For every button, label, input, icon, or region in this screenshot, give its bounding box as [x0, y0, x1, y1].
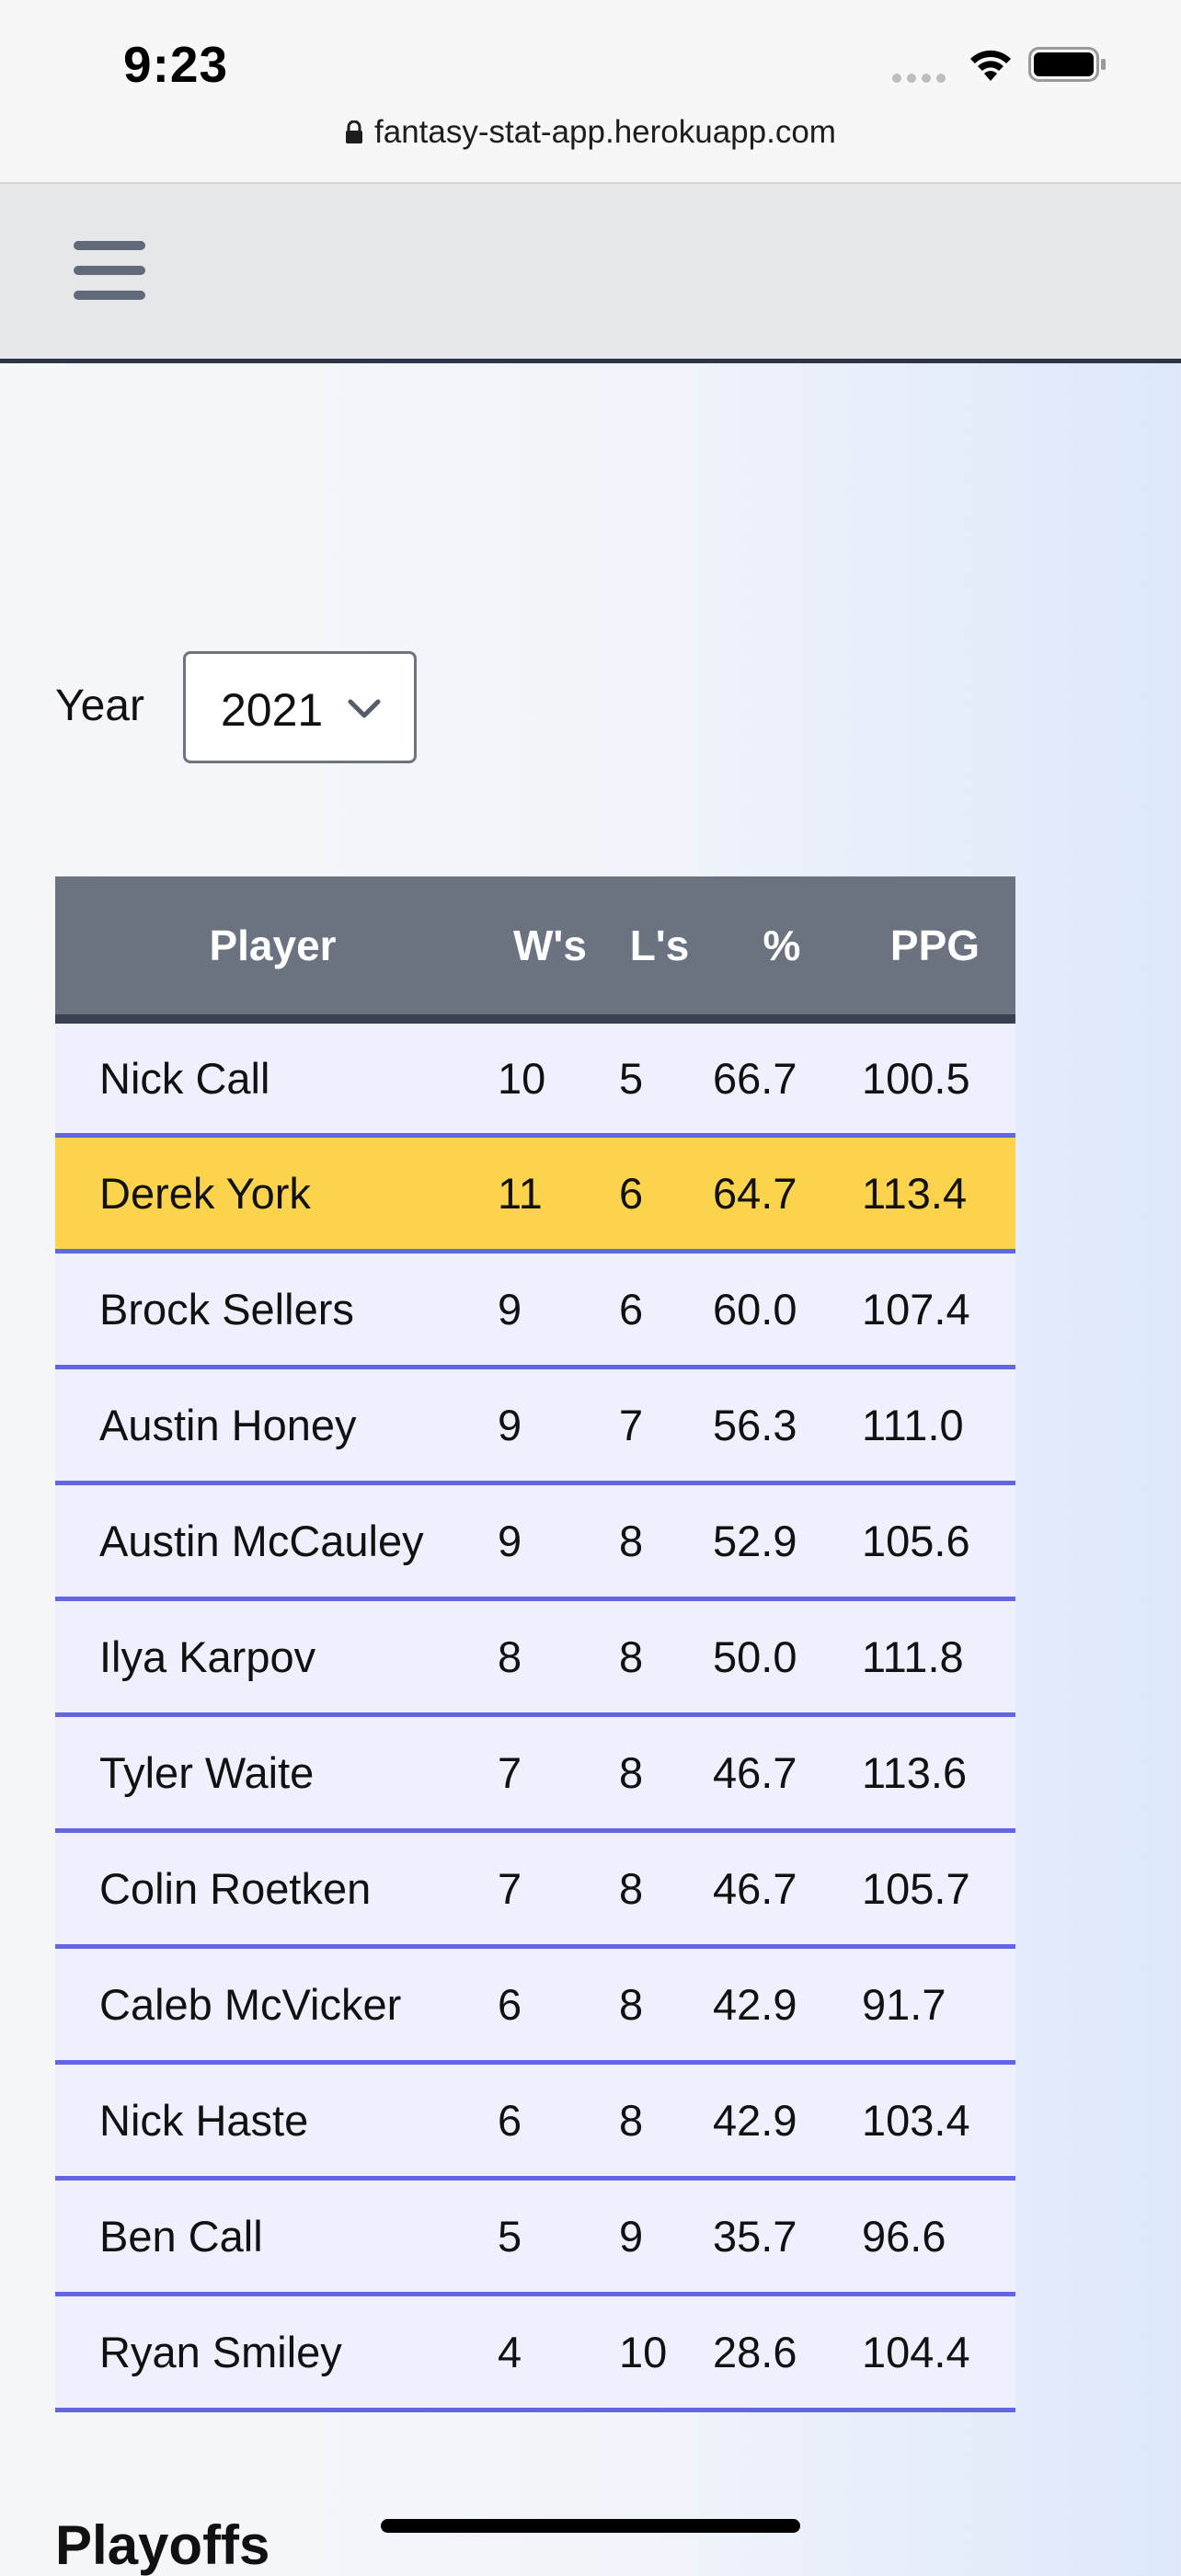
header-losses[interactable]: L's	[610, 876, 709, 1024]
home-indicator	[381, 2519, 800, 2533]
cell-ppg: 107.4	[854, 1251, 1015, 1369]
cellular-signal-icon	[892, 74, 946, 83]
cell-losses: 8	[610, 1714, 709, 1833]
cell-player: Brock Sellers	[55, 1251, 490, 1369]
cell-ppg: 111.0	[854, 1367, 1015, 1485]
cell-pct: 35.7	[709, 2178, 854, 2296]
cell-player: Derek York	[55, 1135, 490, 1254]
cell-ppg: 103.4	[854, 2062, 1015, 2181]
header-ppg[interactable]: PPG	[854, 876, 1015, 1024]
cell-player: Caleb McVicker	[55, 1946, 490, 2065]
header-player[interactable]: Player	[55, 876, 490, 1024]
year-select[interactable]: 2021	[183, 651, 417, 763]
cell-pct: 66.7	[709, 1019, 854, 1138]
header-wins[interactable]: W's	[490, 876, 610, 1024]
status-time: 9:23	[123, 36, 229, 93]
cell-player: Ryan Smiley	[55, 2294, 490, 2412]
table-row[interactable]: Austin Honey 9 7 56.3 111.0	[55, 1367, 1015, 1485]
cell-ppg: 113.6	[854, 1714, 1015, 1833]
cell-losses: 9	[610, 2178, 709, 2296]
cell-ppg: 113.4	[854, 1135, 1015, 1254]
table-row[interactable]: Ilya Karpov 8 8 50.0 111.8	[55, 1598, 1015, 1717]
cell-player: Nick Haste	[55, 2062, 490, 2181]
cell-losses: 5	[610, 1019, 709, 1138]
cell-player: Austin McCauley	[55, 1483, 490, 1601]
cell-player: Ilya Karpov	[55, 1598, 490, 1717]
table-row[interactable]: Caleb McVicker 6 8 42.9 91.7	[55, 1946, 1015, 2065]
cell-wins: 9	[490, 1251, 610, 1369]
cell-wins: 7	[490, 1830, 610, 1949]
cell-wins: 9	[490, 1483, 610, 1601]
year-select-value: 2021	[221, 684, 324, 736]
table-row[interactable]: Nick Call 10 5 66.7 100.5	[55, 1019, 1015, 1138]
cell-losses: 8	[610, 1830, 709, 1949]
cell-wins: 11	[490, 1135, 610, 1254]
cell-pct: 46.7	[709, 1830, 854, 1949]
cell-pct: 42.9	[709, 2062, 854, 2181]
cell-ppg: 100.5	[854, 1019, 1015, 1138]
cell-pct: 64.7	[709, 1135, 854, 1254]
cell-wins: 6	[490, 2062, 610, 2181]
cell-pct: 60.0	[709, 1251, 854, 1369]
wifi-icon	[970, 50, 1011, 81]
table-row[interactable]: Colin Roetken 7 8 46.7 105.7	[55, 1830, 1015, 1949]
cell-player: Tyler Waite	[55, 1714, 490, 1833]
table-row[interactable]: Ryan Smiley 4 10 28.6 104.4	[55, 2294, 1015, 2412]
cell-pct: 42.9	[709, 1946, 854, 2065]
lock-icon	[346, 120, 363, 143]
cell-player: Nick Call	[55, 1019, 490, 1138]
cell-wins: 4	[490, 2294, 610, 2412]
cell-ppg: 91.7	[854, 1946, 1015, 2065]
cell-losses: 8	[610, 2062, 709, 2181]
cell-losses: 8	[610, 1946, 709, 2065]
cell-ppg: 104.4	[854, 2294, 1015, 2412]
cell-ppg: 111.8	[854, 1598, 1015, 1717]
hamburger-menu-icon[interactable]	[74, 241, 145, 300]
cell-pct: 28.6	[709, 2294, 854, 2412]
playoffs-heading: Playoffs	[55, 2514, 270, 2576]
cell-player: Colin Roetken	[55, 1830, 490, 1949]
app-navbar	[0, 184, 1181, 363]
cell-pct: 56.3	[709, 1367, 854, 1485]
table-row[interactable]: Nick Haste 6 8 42.9 103.4	[55, 2062, 1015, 2181]
standings-table: Player W's L's % PPG Nick Call 10 5 66.7 100…	[55, 876, 1015, 2412]
cell-wins: 6	[490, 1946, 610, 2065]
cell-losses: 6	[610, 1251, 709, 1369]
url-text: fantasy-stat-app.herokuapp.com	[374, 114, 836, 150]
cell-losses: 7	[610, 1367, 709, 1485]
cell-player: Austin Honey	[55, 1367, 490, 1485]
cell-ppg: 105.6	[854, 1483, 1015, 1601]
cell-wins: 7	[490, 1714, 610, 1833]
table-row[interactable]: Tyler Waite 7 8 46.7 113.6	[55, 1714, 1015, 1833]
cell-pct: 46.7	[709, 1714, 854, 1833]
cell-wins: 9	[490, 1367, 610, 1485]
cell-losses: 6	[610, 1135, 709, 1254]
cell-wins: 8	[490, 1598, 610, 1717]
address-bar[interactable]: fantasy-stat-app.herokuapp.com	[0, 114, 1181, 151]
cell-losses: 8	[610, 1598, 709, 1717]
table-row[interactable]: Derek York 11 6 64.7 113.4	[55, 1135, 1015, 1254]
cell-wins: 5	[490, 2178, 610, 2296]
table-header-row: Player W's L's % PPG	[55, 876, 1015, 1024]
table-body: Nick Call 10 5 66.7 100.5 Derek York 11 6 64.7 11…	[55, 1019, 1015, 2412]
chevron-down-icon	[348, 699, 381, 718]
cell-ppg: 105.7	[854, 1830, 1015, 1949]
browser-status-bar: 9:23 fantasy-stat-app.herokuapp.com	[0, 0, 1181, 184]
year-label: Year	[55, 681, 144, 730]
table-row[interactable]: Austin McCauley 9 8 52.9 105.6	[55, 1483, 1015, 1601]
cell-pct: 50.0	[709, 1598, 854, 1717]
cell-losses: 8	[610, 1483, 709, 1601]
battery-icon	[1028, 47, 1106, 82]
table-row[interactable]: Brock Sellers 9 6 60.0 107.4	[55, 1251, 1015, 1369]
cell-wins: 10	[490, 1019, 610, 1138]
cell-losses: 10	[610, 2294, 709, 2412]
cell-player: Ben Call	[55, 2178, 490, 2296]
table-row[interactable]: Ben Call 5 9 35.7 96.6	[55, 2178, 1015, 2296]
header-pct[interactable]: %	[709, 876, 854, 1024]
cell-ppg: 96.6	[854, 2178, 1015, 2296]
cell-pct: 52.9	[709, 1483, 854, 1601]
